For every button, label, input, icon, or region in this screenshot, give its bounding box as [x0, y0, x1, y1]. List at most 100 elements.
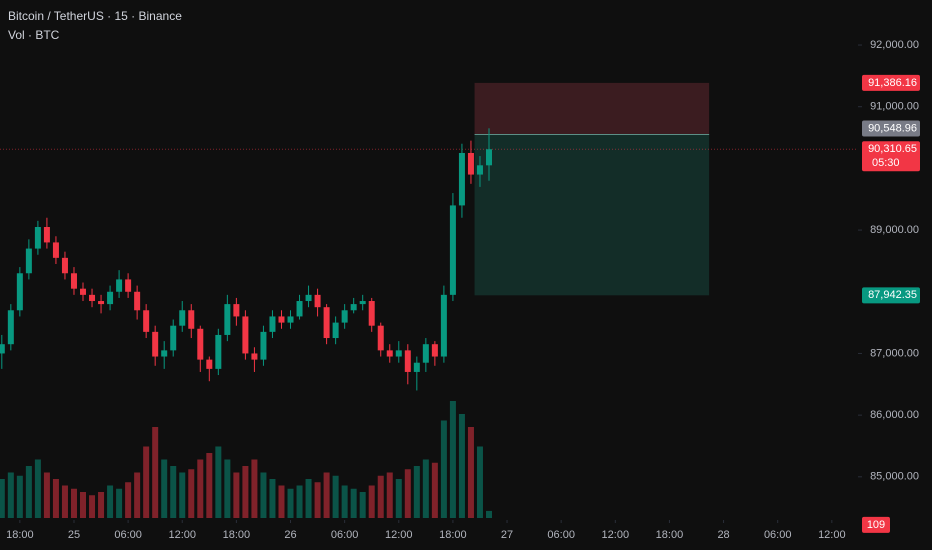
- candle-body: [278, 316, 285, 323]
- y-tick-label: 89,000.00: [870, 224, 919, 236]
- volume-bar: [476, 446, 483, 518]
- volume-bar: [269, 479, 276, 518]
- volume-bar: [467, 427, 474, 518]
- x-tick-label: 12:00: [818, 529, 846, 541]
- candle-body: [7, 310, 14, 345]
- x-tick-label: 27: [501, 529, 513, 541]
- volume-bar: [125, 482, 132, 518]
- entry-price-box: [862, 120, 920, 137]
- candle-body: [224, 304, 231, 335]
- candle-body: [476, 165, 483, 175]
- volume-bar: [449, 401, 456, 518]
- candle-body: [107, 291, 114, 305]
- candle-body: [161, 350, 168, 357]
- x-tick-label: 06:00: [114, 529, 142, 541]
- stop-price-box: [862, 74, 920, 91]
- candle-body: [52, 242, 59, 258]
- volume-bar: [43, 472, 50, 518]
- candle-body: [89, 294, 96, 302]
- volume-bar: [143, 446, 150, 518]
- volume-bar: [61, 485, 68, 518]
- volume-bar: [152, 427, 159, 518]
- volume-bar: [16, 475, 23, 518]
- volume-bar: [404, 469, 411, 518]
- volume-bar: [134, 472, 141, 518]
- volume-bar: [431, 462, 438, 518]
- x-tick-label: 12:00: [602, 529, 630, 541]
- candle-body: [43, 226, 50, 243]
- candle-body: [287, 316, 294, 323]
- volume-bar: [377, 475, 384, 518]
- volume-bar: [305, 479, 312, 518]
- candle-body: [296, 301, 303, 317]
- x-tick-label: 18:00: [656, 529, 684, 541]
- y-tick-label: 92,000.00: [870, 39, 919, 51]
- candle-body: [386, 350, 393, 357]
- candle-body: [332, 322, 339, 339]
- chart-title: Bitcoin / TetherUS · 15 · Binance: [8, 9, 182, 23]
- volume-bar: [89, 495, 96, 518]
- volume-bar: [440, 420, 447, 518]
- candle-body: [152, 331, 159, 357]
- candle-body: [350, 304, 357, 311]
- candle-body: [0, 344, 5, 354]
- candle-body: [269, 316, 276, 332]
- volume-bar: [170, 466, 177, 518]
- candle-body: [206, 359, 213, 369]
- volume-bar: [80, 492, 87, 518]
- volume-bar: [233, 472, 240, 518]
- volume-bar: [98, 492, 105, 518]
- volume-bar: [350, 488, 357, 518]
- volume-bar: [341, 485, 348, 518]
- candle-body: [70, 273, 77, 289]
- candle-body: [314, 294, 321, 308]
- candle-body: [422, 344, 429, 363]
- x-tick-label: 18:00: [6, 529, 34, 541]
- candle-body: [305, 294, 312, 302]
- candle-body: [116, 279, 123, 292]
- volume-bar: [359, 492, 366, 518]
- volume-bar: [422, 459, 429, 518]
- candle-body: [125, 279, 132, 292]
- entry-price-label: 90,548.96: [868, 122, 917, 134]
- volume-bar: [296, 485, 303, 518]
- candle-body: [80, 288, 87, 295]
- x-tick-label: 12:00: [385, 529, 413, 541]
- volume-bar: [287, 488, 294, 518]
- volume-bar: [485, 510, 492, 518]
- x-tick-label: 06:00: [331, 529, 359, 541]
- volume-bar: [278, 485, 285, 518]
- volume-bar: [332, 475, 339, 518]
- last-price-label: 90,310.65: [868, 143, 917, 155]
- candle-body: [431, 344, 438, 357]
- last-volume-box: [862, 516, 890, 533]
- x-tick-label: 06:00: [764, 529, 792, 541]
- volume-bar: [25, 466, 32, 518]
- candle-body: [323, 307, 330, 339]
- candle-body: [377, 325, 384, 351]
- volume-bar: [179, 472, 186, 518]
- last-price-box: [862, 141, 920, 172]
- y-tick-label: 85,000.00: [870, 471, 919, 483]
- candle-body: [16, 273, 23, 311]
- candle-body: [485, 149, 492, 166]
- x-tick-label: 25: [68, 529, 80, 541]
- candle-body: [359, 301, 366, 305]
- x-tick-label: 18:00: [223, 529, 251, 541]
- x-tick-label: 28: [717, 529, 729, 541]
- candle-body: [143, 310, 150, 332]
- candle-body: [61, 257, 68, 274]
- volume-bar: [161, 459, 168, 518]
- candle-body: [413, 362, 420, 372]
- volume-bar: [458, 414, 465, 518]
- stop-price-label: 91,386.16: [868, 77, 917, 89]
- candle-body: [440, 294, 447, 357]
- volume-bar: [107, 485, 114, 518]
- volume-bar: [224, 459, 231, 518]
- candle-body: [449, 205, 456, 295]
- candle-body: [233, 304, 240, 317]
- x-tick-label: 18:00: [439, 529, 467, 541]
- candle-body: [215, 334, 222, 369]
- last-volume-label: 109: [867, 519, 885, 531]
